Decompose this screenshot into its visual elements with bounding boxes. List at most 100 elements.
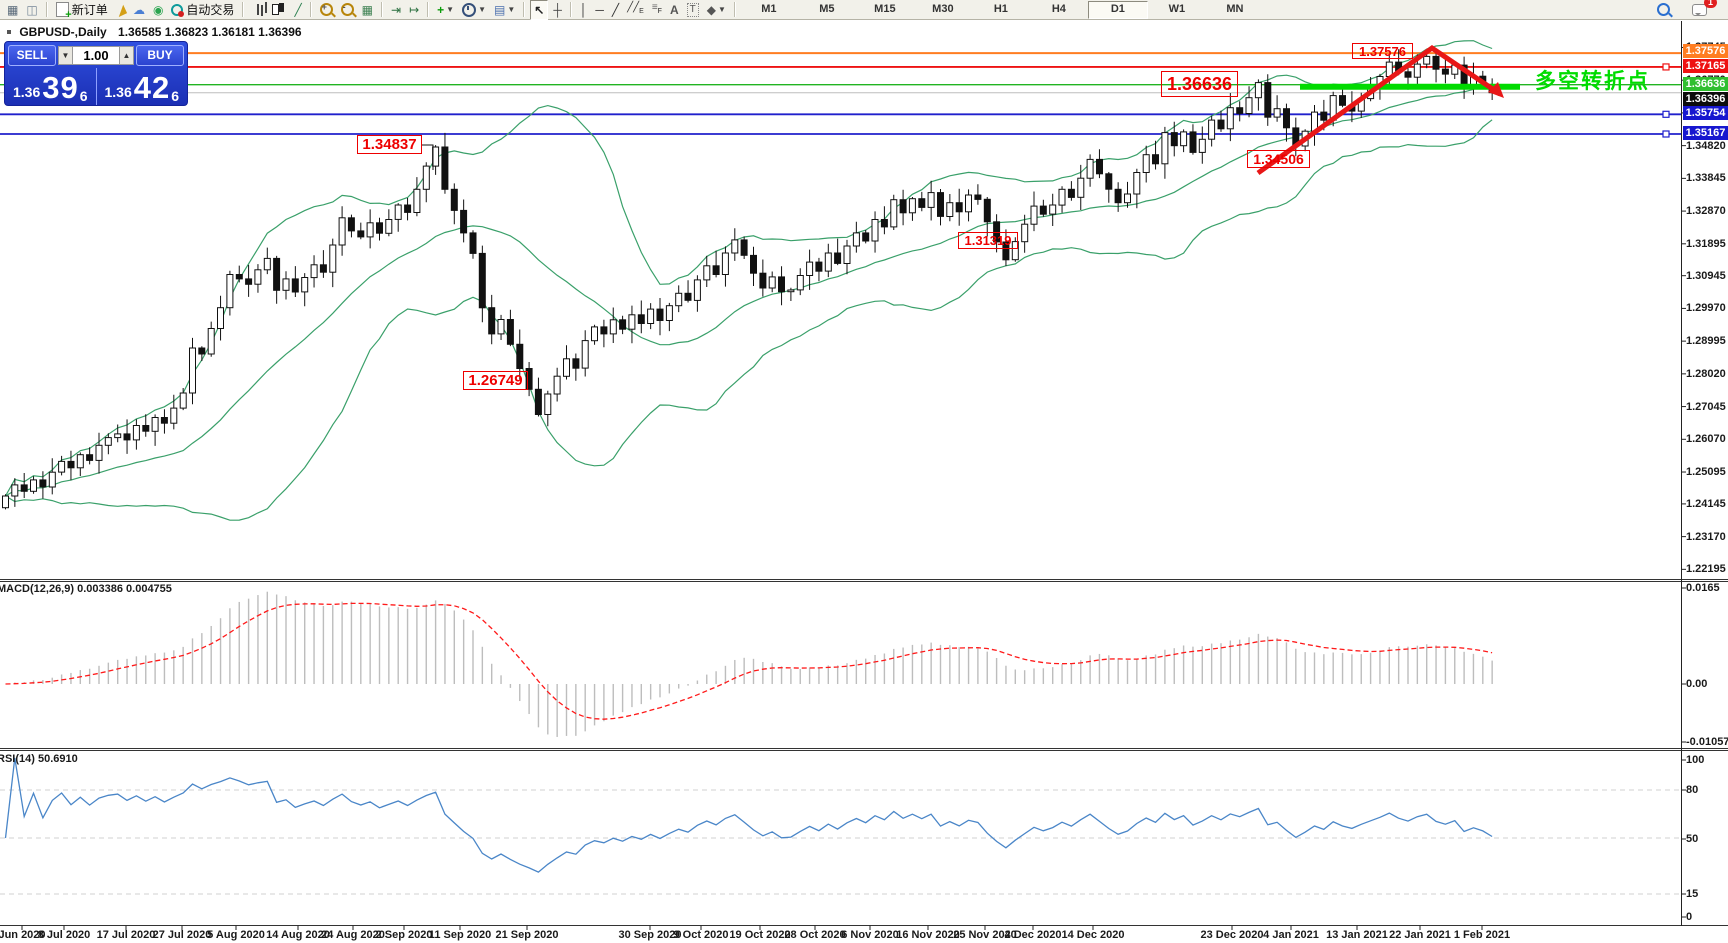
- tile-windows-button[interactable]: ▦: [359, 1, 376, 19]
- price-tick-label[interactable]: 1.30945: [1686, 269, 1726, 282]
- bollinger-lower-band[interactable]: [5, 119, 1493, 521]
- vertical-line-button[interactable]: │: [577, 1, 591, 19]
- trendline-button[interactable]: ╱: [609, 1, 622, 19]
- price-annotation[interactable]: 1.31319: [958, 232, 1018, 249]
- date-label[interactable]: 14 Aug 2020: [266, 929, 330, 941]
- date-label[interactable]: 27 Jul 2020: [152, 929, 212, 941]
- price-tick-label[interactable]: 1.25095: [1686, 466, 1726, 479]
- price-tick-label[interactable]: 1.24145: [1686, 497, 1726, 510]
- price-chart-canvas[interactable]: [0, 21, 1728, 943]
- price-tick-label[interactable]: 1.23170: [1686, 530, 1726, 543]
- price-annotation[interactable]: 1.37576: [1352, 43, 1413, 59]
- date-label[interactable]: 8 Jul 2020: [37, 929, 91, 941]
- rsi-scale-label[interactable]: 50: [1686, 833, 1699, 845]
- community-button[interactable]: ☁: [130, 1, 148, 19]
- rsi-scale-label[interactable]: 15: [1686, 888, 1699, 900]
- price-tick-label[interactable]: 1.28020: [1686, 367, 1726, 380]
- bollinger-upper-band[interactable]: [4, 40, 1493, 497]
- timeframe-button-m15[interactable]: M15: [874, 2, 896, 15]
- crosshair-button[interactable]: ┼: [550, 1, 565, 19]
- price-tick-label[interactable]: 1.28995: [1686, 335, 1726, 348]
- date-label[interactable]: 16 Nov 2020: [896, 929, 960, 941]
- cursor-button[interactable]: ↖: [530, 0, 549, 20]
- price-tick-label[interactable]: 1.32870: [1686, 205, 1726, 218]
- text-button[interactable]: A: [667, 1, 682, 19]
- timeframe-button-d1[interactable]: D1: [1087, 0, 1148, 19]
- price-tick-label[interactable]: 1.22195: [1686, 563, 1726, 576]
- hline-handle[interactable]: [1662, 63, 1670, 71]
- sell-price[interactable]: 1.36 39 6: [5, 68, 97, 105]
- timeframe-button-m1[interactable]: M1: [761, 2, 777, 15]
- search-button[interactable]: [1654, 1, 1673, 19]
- add-indicator-dropdown[interactable]: + ▼: [434, 1, 457, 19]
- new-chart-button[interactable]: ▦: [4, 1, 21, 19]
- trend-note-text[interactable]: 多空转折点: [1535, 70, 1650, 93]
- date-label[interactable]: 4 Dec 2020: [1004, 929, 1062, 941]
- notifications-button[interactable]: 1: [1689, 0, 1717, 19]
- date-label[interactable]: 19 Oct 2020: [729, 929, 791, 941]
- hline-handle[interactable]: [1662, 130, 1670, 138]
- price-annotation[interactable]: 1.34837: [357, 135, 422, 154]
- trend-arrow-line[interactable]: [1256, 44, 1502, 176]
- price-annotation[interactable]: 1.26749: [463, 371, 528, 390]
- macd-scale-max[interactable]: 0.0165: [1686, 582, 1720, 594]
- volume-increase-button[interactable]: ▲: [119, 46, 134, 65]
- date-label[interactable]: 2 Sep 2020: [375, 929, 433, 941]
- price-tick-label[interactable]: 1.27045: [1686, 400, 1726, 413]
- price-tick-label[interactable]: 1.29970: [1686, 302, 1726, 315]
- chart-shift-button[interactable]: ↦: [406, 1, 422, 19]
- channel-button[interactable]: ╱╱E: [624, 1, 647, 19]
- profiles-button[interactable]: ◫: [23, 1, 40, 19]
- price-tick-label[interactable]: 1.31895: [1686, 237, 1726, 250]
- date-label[interactable]: 30 Sep 2020: [618, 929, 682, 941]
- date-label[interactable]: Jun 2020: [0, 929, 46, 941]
- line-chart-button[interactable]: ╱: [291, 1, 304, 19]
- rsi-scale-label[interactable]: 80: [1686, 784, 1699, 796]
- date-label[interactable]: 24 Aug 2020: [321, 929, 385, 941]
- buy-price[interactable]: 1.36 42 6: [97, 68, 188, 105]
- price-tick-label[interactable]: 1.26070: [1686, 433, 1726, 446]
- price-tick-label[interactable]: 1.34820: [1686, 139, 1726, 152]
- macd-scale-zero[interactable]: 0.00: [1686, 678, 1708, 690]
- templates-dropdown[interactable]: ▤ ▼: [491, 1, 518, 19]
- date-label[interactable]: 9 Oct 2020: [673, 929, 729, 941]
- volume-value[interactable]: 1.00: [73, 46, 119, 65]
- date-label[interactable]: 11 Sep 2020: [428, 929, 492, 941]
- timeframe-button-mn[interactable]: MN: [1226, 2, 1244, 15]
- date-label[interactable]: 28 Oct 2020: [784, 929, 846, 941]
- timeframe-button-w1[interactable]: W1: [1168, 2, 1186, 15]
- date-label[interactable]: 13 Jan 2021: [1326, 929, 1388, 941]
- date-label[interactable]: 23 Dec 2020: [1200, 929, 1264, 941]
- timeframe-button-h1[interactable]: H1: [993, 2, 1008, 15]
- date-label[interactable]: 5 Aug 2020: [207, 929, 265, 941]
- candle-chart-button[interactable]: [269, 1, 289, 19]
- price-annotation[interactable]: 1.34506: [1247, 150, 1310, 168]
- timeframe-button-m5[interactable]: M5: [819, 2, 835, 15]
- zoom-out-button[interactable]: -: [338, 1, 357, 19]
- signals-button[interactable]: ◉: [150, 1, 166, 19]
- fibonacci-button[interactable]: ≡F: [649, 1, 665, 19]
- text-label-button[interactable]: T: [684, 1, 702, 19]
- bar-chart-button[interactable]: [249, 1, 267, 19]
- sell-button[interactable]: SELL: [8, 45, 56, 66]
- autotrading-button[interactable]: 自动交易: [168, 1, 237, 19]
- date-label[interactable]: 1 Feb 2021: [1453, 929, 1511, 941]
- date-label[interactable]: 22 Jan 2021: [1389, 929, 1451, 941]
- buy-button[interactable]: BUY: [136, 45, 184, 66]
- date-label[interactable]: 25 Nov 2020: [953, 929, 1017, 941]
- horizontal-line-button[interactable]: ─: [592, 1, 607, 19]
- date-label[interactable]: 6 Nov 2020: [841, 929, 899, 941]
- arrows-dropdown[interactable]: ◆ ▼: [704, 1, 729, 19]
- bollinger-middle-band[interactable]: [5, 83, 1493, 497]
- price-tick-label[interactable]: 1.33845: [1686, 172, 1726, 185]
- timeframe-button-h4[interactable]: H4: [1051, 2, 1066, 15]
- scroll-to-end-button[interactable]: ⇥: [388, 1, 404, 19]
- price-annotation[interactable]: 1.36636: [1161, 71, 1238, 97]
- date-label[interactable]: 14 Dec 2020: [1061, 929, 1125, 941]
- volume-decrease-button[interactable]: ▼: [58, 46, 73, 65]
- zoom-in-button[interactable]: +: [317, 1, 336, 19]
- timeframe-button-m30[interactable]: M30: [932, 2, 954, 15]
- alert-button[interactable]: ◢: [113, 1, 128, 19]
- rsi-scale-label[interactable]: 100: [1686, 754, 1705, 766]
